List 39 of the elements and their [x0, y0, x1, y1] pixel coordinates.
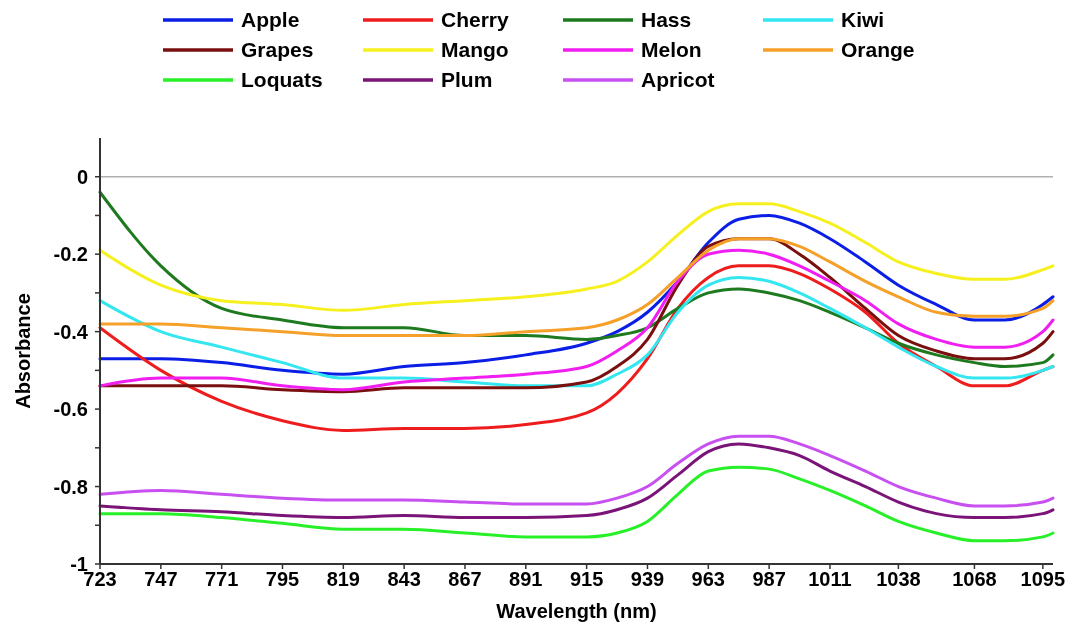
- x-tick-label: 1038: [876, 568, 921, 590]
- x-axis-title: Wavelength (nm): [496, 600, 657, 622]
- legend-label: Grapes: [241, 38, 314, 62]
- legend-label: Cherry: [441, 8, 510, 32]
- x-tick-label: 843: [387, 568, 421, 590]
- legend-label: Plum: [441, 68, 493, 92]
- y-tick-label: -0.4: [53, 320, 89, 343]
- legend-label: Hass: [641, 8, 692, 32]
- legend-label: Melon: [641, 38, 702, 62]
- x-tick-label: 891: [509, 568, 543, 590]
- legend-label: Loquats: [241, 68, 323, 92]
- legend-label: Apple: [241, 8, 300, 32]
- y-axis-title: Absorbance: [12, 293, 34, 409]
- legend-label: Mango: [441, 38, 509, 62]
- legend-label: Kiwi: [841, 8, 885, 32]
- line-series: [98, 275, 1055, 388]
- x-tick-label: 939: [630, 568, 665, 590]
- line-series: [98, 465, 1055, 543]
- x-tick-label: 795: [265, 568, 300, 590]
- x-tick-label: 1095: [1020, 568, 1066, 590]
- x-tick-label: 771: [204, 568, 239, 590]
- x-tick-label: 819: [326, 568, 361, 590]
- line-series: [98, 237, 1055, 338]
- y-tick-label: -0.2: [53, 243, 88, 266]
- line-series: [98, 434, 1055, 508]
- x-tick-label: 747: [144, 568, 178, 590]
- x-tick-label: 963: [691, 568, 725, 590]
- legend-label: Apricot: [641, 68, 715, 92]
- legend-label: Orange: [841, 38, 915, 62]
- line-series: [98, 442, 1055, 520]
- y-tick-label: -0.8: [53, 475, 88, 498]
- x-tick-label: 867: [448, 568, 482, 590]
- x-tick-label: 1011: [808, 568, 852, 590]
- y-tick-label: -0.6: [53, 398, 88, 421]
- line-series: [98, 202, 1055, 312]
- y-tick-label: 0: [76, 165, 88, 188]
- x-tick-label: 1068: [952, 568, 997, 590]
- x-tick-label: 915: [569, 568, 604, 590]
- x-tick-label: 987: [752, 568, 786, 590]
